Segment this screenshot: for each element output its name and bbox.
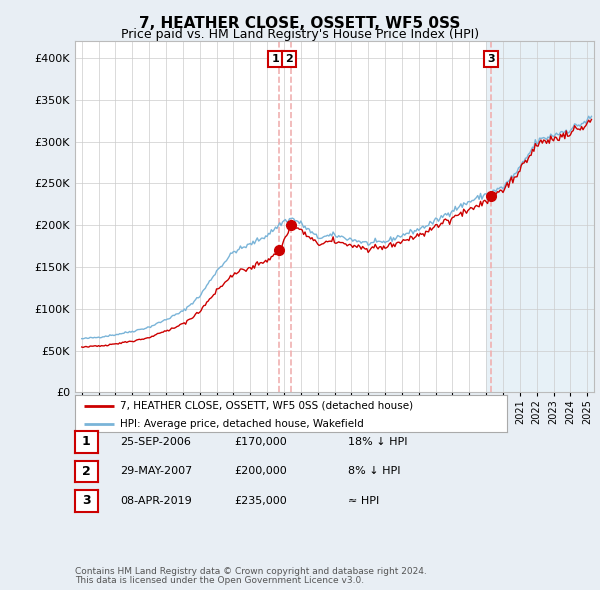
Text: HPI: Average price, detached house, Wakefield: HPI: Average price, detached house, Wake… — [121, 419, 364, 429]
Text: 2: 2 — [285, 54, 293, 64]
Text: 7, HEATHER CLOSE, OSSETT, WF5 0SS (detached house): 7, HEATHER CLOSE, OSSETT, WF5 0SS (detac… — [121, 401, 413, 411]
Text: ≈ HPI: ≈ HPI — [348, 496, 379, 506]
Text: 7, HEATHER CLOSE, OSSETT, WF5 0SS: 7, HEATHER CLOSE, OSSETT, WF5 0SS — [139, 16, 461, 31]
Text: £170,000: £170,000 — [234, 437, 287, 447]
Text: 1: 1 — [272, 54, 280, 64]
Text: 3: 3 — [82, 494, 91, 507]
Text: £235,000: £235,000 — [234, 496, 287, 506]
Text: 3: 3 — [487, 54, 494, 64]
Text: Contains HM Land Registry data © Crown copyright and database right 2024.: Contains HM Land Registry data © Crown c… — [75, 568, 427, 576]
Text: 1: 1 — [82, 435, 91, 448]
Text: 18% ↓ HPI: 18% ↓ HPI — [348, 437, 407, 447]
Text: 29-MAY-2007: 29-MAY-2007 — [120, 467, 192, 476]
Text: This data is licensed under the Open Government Licence v3.0.: This data is licensed under the Open Gov… — [75, 576, 364, 585]
Text: 08-APR-2019: 08-APR-2019 — [120, 496, 192, 506]
Text: 8% ↓ HPI: 8% ↓ HPI — [348, 467, 401, 476]
Text: 25-SEP-2006: 25-SEP-2006 — [120, 437, 191, 447]
Bar — [486, 41, 594, 392]
Text: 2: 2 — [82, 465, 91, 478]
Text: Price paid vs. HM Land Registry's House Price Index (HPI): Price paid vs. HM Land Registry's House … — [121, 28, 479, 41]
Text: £200,000: £200,000 — [234, 467, 287, 476]
